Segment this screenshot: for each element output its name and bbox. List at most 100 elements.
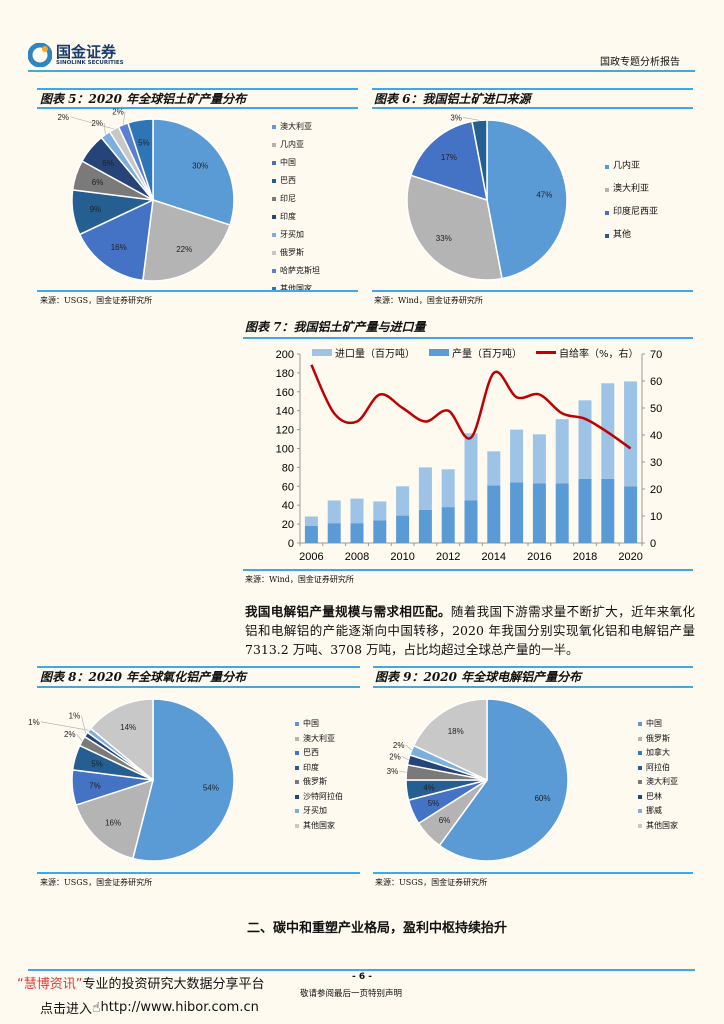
legend-label: 澳大利亚 bbox=[613, 184, 650, 194]
logo-en: SINOLINK SECURITIES bbox=[56, 60, 124, 66]
legend-swatch bbox=[272, 179, 276, 183]
legend-label: 澳大利亚 bbox=[646, 777, 678, 786]
fig5-title: 图表 5：2020 年全球铝土矿产量分布 bbox=[40, 92, 247, 106]
fig5-data-label: 5% bbox=[138, 138, 150, 147]
fig5-legend-item: 巴西 bbox=[272, 172, 320, 190]
import-bar bbox=[578, 400, 592, 479]
legend-label: 俄罗斯 bbox=[303, 777, 327, 786]
x-tick-label: 2020 bbox=[618, 551, 642, 563]
fig6-title-rule bbox=[372, 107, 693, 109]
legend-import-label: 进口量（百万吨） bbox=[335, 349, 415, 360]
fig8-slice bbox=[89, 698, 154, 782]
fig5-leader-line bbox=[103, 123, 106, 135]
legend-label: 巴西 bbox=[303, 748, 319, 757]
legend-label: 加拿大 bbox=[646, 748, 670, 757]
left-tick-label: 80 bbox=[282, 462, 294, 474]
fig9-legend-item: 巴林 bbox=[638, 790, 678, 805]
left-tick-label: 0 bbox=[288, 538, 294, 550]
fig8-bottom-rule bbox=[37, 872, 360, 874]
x-tick-label: 2012 bbox=[436, 551, 460, 563]
fig8-leader-line bbox=[81, 715, 87, 735]
fig9-leader-line bbox=[401, 756, 409, 761]
fig9-pie: 60% 6% 5% 4% 3% 2% 2% 18% bbox=[387, 698, 569, 862]
right-tick-label: 70 bbox=[650, 349, 662, 361]
footer-disclaimer: 敬请参阅最后一页特别声明 bbox=[300, 989, 403, 999]
fig6-legend-item: 其他 bbox=[605, 224, 658, 247]
fig6-title: 图表 6：我国铝土矿进口来源 bbox=[374, 92, 531, 106]
legend-swatch bbox=[295, 794, 299, 799]
fig5-slice bbox=[78, 198, 154, 282]
x-tick-label: 2018 bbox=[573, 551, 597, 563]
fig8-slice bbox=[75, 778, 155, 860]
legend-label: 哈萨克斯坦 bbox=[280, 266, 320, 275]
fig9-data-label: 2% bbox=[393, 741, 405, 750]
fig6-legend-item: 印度尼西亚 bbox=[605, 201, 658, 224]
legend-import: 进口量（百万吨） bbox=[312, 345, 415, 360]
import-bar bbox=[555, 419, 569, 484]
fig6-source: 来源：Wind，国金证券研究所 bbox=[374, 296, 483, 305]
fig8-leader-line bbox=[76, 734, 83, 742]
fig5-legend-item: 印度 bbox=[272, 208, 320, 226]
fig5-data-label: 2% bbox=[112, 108, 124, 117]
fig7-title-rule bbox=[243, 337, 693, 339]
fig9-legend-item: 加拿大 bbox=[638, 746, 678, 761]
legend-production-label: 产量（百万吨） bbox=[452, 349, 522, 360]
fig9-slice bbox=[412, 698, 488, 782]
logo-icon bbox=[28, 43, 52, 67]
legend-swatch bbox=[295, 780, 299, 785]
legend-label: 阿拉伯 bbox=[646, 762, 670, 772]
legend-label: 中国 bbox=[646, 719, 662, 728]
fig9-leader-line bbox=[399, 770, 407, 773]
fig9-legend: 中国 俄罗斯 加拿大 阿拉伯 澳大利亚 巴林 挪威 其他国家 bbox=[638, 717, 678, 833]
footer-link-line[interactable]: 点击进入 ☝ http://www.hibor.com.cn bbox=[40, 998, 259, 1018]
body-paragraph: 我国电解铝产量规模与需求相匹配。随着我国下游需求量不断扩大，近年来氧化铝和电解铝… bbox=[245, 602, 695, 659]
production-bar bbox=[624, 486, 638, 543]
legend-swatch bbox=[272, 269, 276, 273]
fig7-source: 来源：Wind，国金证券研究所 bbox=[245, 575, 354, 584]
fig6-pie: 47% 33% 17% 3% bbox=[406, 113, 568, 281]
page-number: - 6 - bbox=[352, 972, 372, 982]
import-bar bbox=[327, 500, 341, 524]
fig9-data-label: 3% bbox=[387, 767, 399, 776]
fig5-leader-line bbox=[122, 111, 126, 125]
right-tick-label: 0 bbox=[650, 538, 656, 550]
paragraph-body: 随着我国下游需求量不断扩大，近年来氧化铝和电解铝的产能逐渐向中国转移，2020 … bbox=[245, 604, 695, 657]
left-tick-label: 60 bbox=[282, 481, 294, 493]
import-bar bbox=[304, 516, 318, 526]
fig5-legend-item: 牙买加 bbox=[272, 226, 320, 244]
fig8-pie: 54% 16% 7% 5% 2% 1% 1% 14% bbox=[28, 698, 235, 862]
fig8-data-label: 2% bbox=[64, 730, 76, 739]
legend-import-swatch bbox=[312, 349, 332, 356]
legend-label: 牙买加 bbox=[303, 806, 327, 815]
footer-slogan: 专业的投资研究大数据分享平台 bbox=[82, 977, 265, 992]
right-tick-label: 20 bbox=[650, 484, 662, 496]
legend-label: 其他国家 bbox=[280, 284, 312, 293]
fig5-legend-item: 哈萨克斯坦 bbox=[272, 262, 320, 280]
left-tick-label: 160 bbox=[276, 387, 294, 399]
fig5-data-label: 30% bbox=[192, 162, 208, 171]
legend-swatch bbox=[295, 736, 299, 741]
logo: 国金证券 SINOLINK SECURITIES bbox=[28, 40, 133, 70]
footer-link[interactable]: http://www.hibor.com.cn bbox=[100, 1000, 259, 1015]
fig9-legend-item: 中国 bbox=[638, 717, 678, 732]
legend-ratio-label: 自给率（%，右） bbox=[559, 349, 639, 360]
legend-label: 中国 bbox=[303, 719, 319, 728]
fig5-pie: 30% 22% 16% 9% 6% 6% 2% 2% 2% 5% bbox=[57, 108, 235, 282]
legend-label: 澳大利亚 bbox=[280, 122, 312, 131]
fig6-data-label: 33% bbox=[436, 234, 452, 243]
fig6-data-label: 17% bbox=[441, 153, 457, 162]
right-tick-label: 10 bbox=[650, 511, 662, 523]
legend-swatch bbox=[272, 251, 276, 255]
fig8-top-rule bbox=[37, 666, 360, 668]
production-bar bbox=[601, 478, 615, 543]
fig6-slice bbox=[409, 120, 488, 202]
left-tick-label: 100 bbox=[276, 444, 294, 456]
fig9-top-rule bbox=[373, 666, 693, 668]
fig5-data-label: 6% bbox=[102, 159, 114, 168]
legend-swatch bbox=[638, 809, 642, 814]
import-bar bbox=[373, 501, 387, 521]
fig5-legend-item: 澳大利亚 bbox=[272, 118, 320, 136]
legend-label: 挪威 bbox=[646, 806, 662, 815]
